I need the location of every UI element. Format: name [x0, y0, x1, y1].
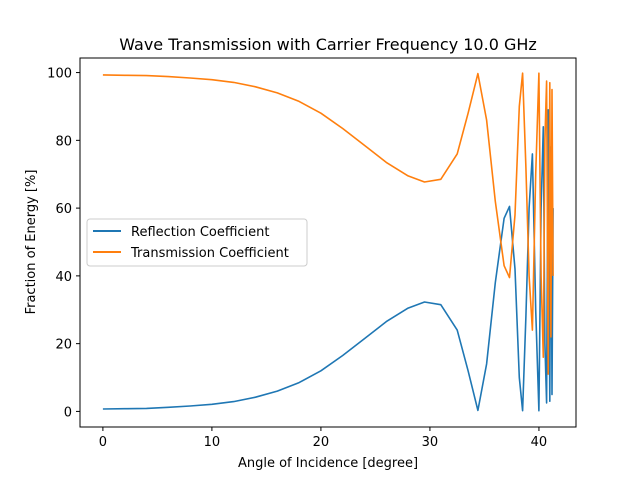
x-axis: 0 10 20 30 40 [99, 427, 547, 450]
x-tick-label: 40 [531, 435, 548, 450]
x-tick-label: 0 [99, 435, 107, 450]
legend-label-transmission: Transmission Coefficient [130, 246, 289, 261]
series-line-transmission [102, 72, 554, 375]
legend-label-reflection: Reflection Coefficient [131, 225, 270, 240]
x-axis-label: Angle of Incidence [degree] [238, 456, 418, 471]
y-tick-label: 40 [55, 270, 72, 285]
x-tick-label: 10 [204, 435, 221, 450]
y-tick-label: 20 [55, 338, 72, 353]
legend: Reflection Coefficient Transmission Coef… [86, 218, 308, 267]
x-tick-label: 30 [422, 435, 439, 450]
y-axis-label: Fraction of Energy [%] [24, 170, 39, 315]
plot-lines [102, 72, 554, 412]
y-tick-label: 80 [55, 134, 72, 149]
chart-title: Wave Transmission with Carrier Frequency… [119, 35, 537, 54]
y-tick-label: 0 [64, 405, 72, 420]
x-tick-label: 20 [313, 435, 330, 450]
legend-box [86, 218, 308, 267]
y-axis: 0 20 40 60 80 100 [47, 67, 80, 420]
plot-frame [79, 57, 577, 428]
y-tick-label: 60 [55, 202, 72, 217]
y-tick-label: 100 [47, 67, 72, 82]
